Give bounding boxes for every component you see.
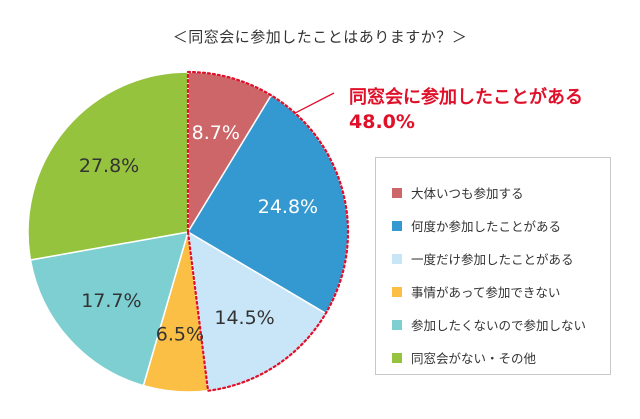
slice-label: 24.8% xyxy=(258,196,318,218)
legend-swatch xyxy=(392,352,402,363)
slice-label: 27.8% xyxy=(79,155,139,177)
legend-item: 事情があって参加できない xyxy=(392,275,610,308)
chart-title: ＜同窓会に参加したことはありますか？＞ xyxy=(172,28,468,46)
slice-label: 17.7% xyxy=(81,290,141,312)
callout-label: 同窓会に参加したことがある xyxy=(349,87,583,108)
legend-swatch xyxy=(392,253,402,264)
legend-label: 一度だけ参加したことがある xyxy=(411,252,574,267)
callout-value: 48.0% xyxy=(349,111,415,133)
highlight-outline xyxy=(186,70,350,392)
legend-label: 大体いつも参加する xyxy=(411,186,524,201)
pie-slice xyxy=(27,71,189,261)
legend-swatch xyxy=(392,286,402,297)
legend-item: 一度だけ参加したことがある xyxy=(392,242,610,275)
legend-item: 大体いつも参加する xyxy=(392,176,610,209)
callout-annotation: 同窓会に参加したことがある 48.0% xyxy=(349,86,583,134)
legend-label: 同窓会がない・その他 xyxy=(411,351,537,366)
legend-label: 事情があって参加できない xyxy=(411,285,561,300)
legend-swatch xyxy=(392,220,402,231)
slice-label: 14.5% xyxy=(214,307,274,329)
legend-label: 参加したくないので参加しない xyxy=(411,318,587,333)
pie-slice xyxy=(29,231,190,387)
legend-item: 同窓会がない・その他 xyxy=(392,341,610,374)
slice-label: 8.7% xyxy=(192,122,240,144)
callout-leader-line xyxy=(294,92,335,114)
slice-label: 6.5% xyxy=(156,324,204,346)
legend-label: 何度か参加したことがある xyxy=(411,219,562,234)
legend-swatch xyxy=(392,187,402,198)
legend-item: 参加したくないので参加しない xyxy=(392,308,610,341)
legend-swatch xyxy=(392,319,402,330)
legend: 大体いつも参加する 何度か参加したことがある 一度だけ参加したことがある 事情が… xyxy=(375,157,611,375)
legend-item: 何度か参加したことがある xyxy=(392,209,610,242)
